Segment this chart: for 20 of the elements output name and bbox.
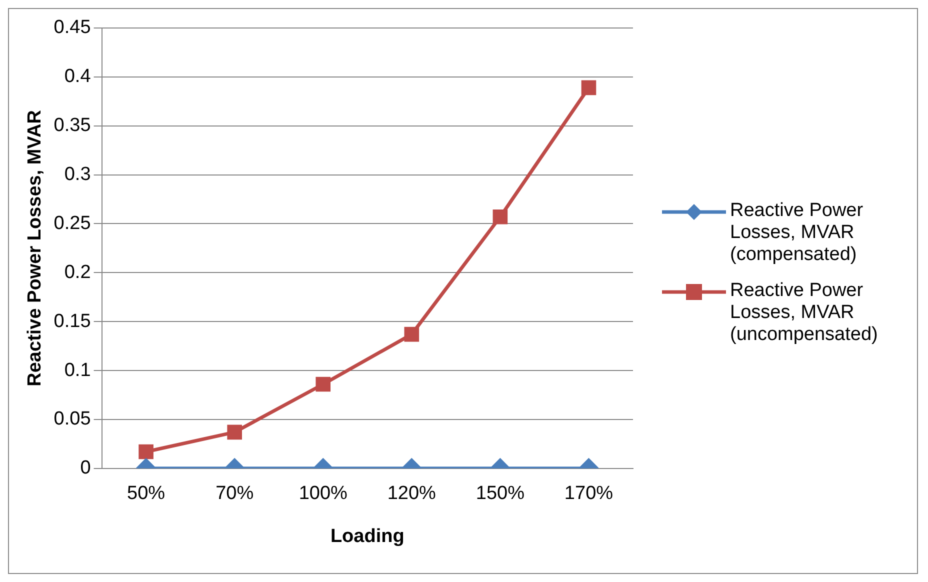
x-tick-label: 100% (298, 483, 348, 504)
y-tick-label: 0 (80, 458, 91, 479)
y-tick-label: 0.05 (54, 408, 91, 430)
y-tick-label: 0.15 (54, 310, 91, 332)
x-tick-label: 120% (387, 483, 436, 504)
legend-label: Reactive Power Losses, MVAR (compensated) (730, 200, 864, 266)
y-tick-label: 0.1 (64, 360, 91, 381)
x-tick-label: 170% (564, 483, 614, 504)
y-tick-label: 0.45 (54, 17, 91, 38)
y-tick-label: 0.4 (64, 66, 92, 88)
y-axis-title: Reactive Power Losses, MVAR (24, 110, 46, 386)
y-tick-label: 0.25 (54, 212, 91, 234)
y-tick-label: 0.35 (54, 115, 91, 136)
x-tick-label: 70% (216, 483, 254, 504)
x-axis-title: Loading (330, 526, 404, 547)
legend-label: Reactive Power Losses, MVAR (uncompensated) (730, 280, 879, 346)
y-tick-label: 0.3 (64, 164, 91, 186)
x-tick-label: 150% (476, 483, 525, 504)
x-tick-label: 50% (127, 483, 166, 504)
y-tick-label: 0.2 (64, 262, 91, 283)
